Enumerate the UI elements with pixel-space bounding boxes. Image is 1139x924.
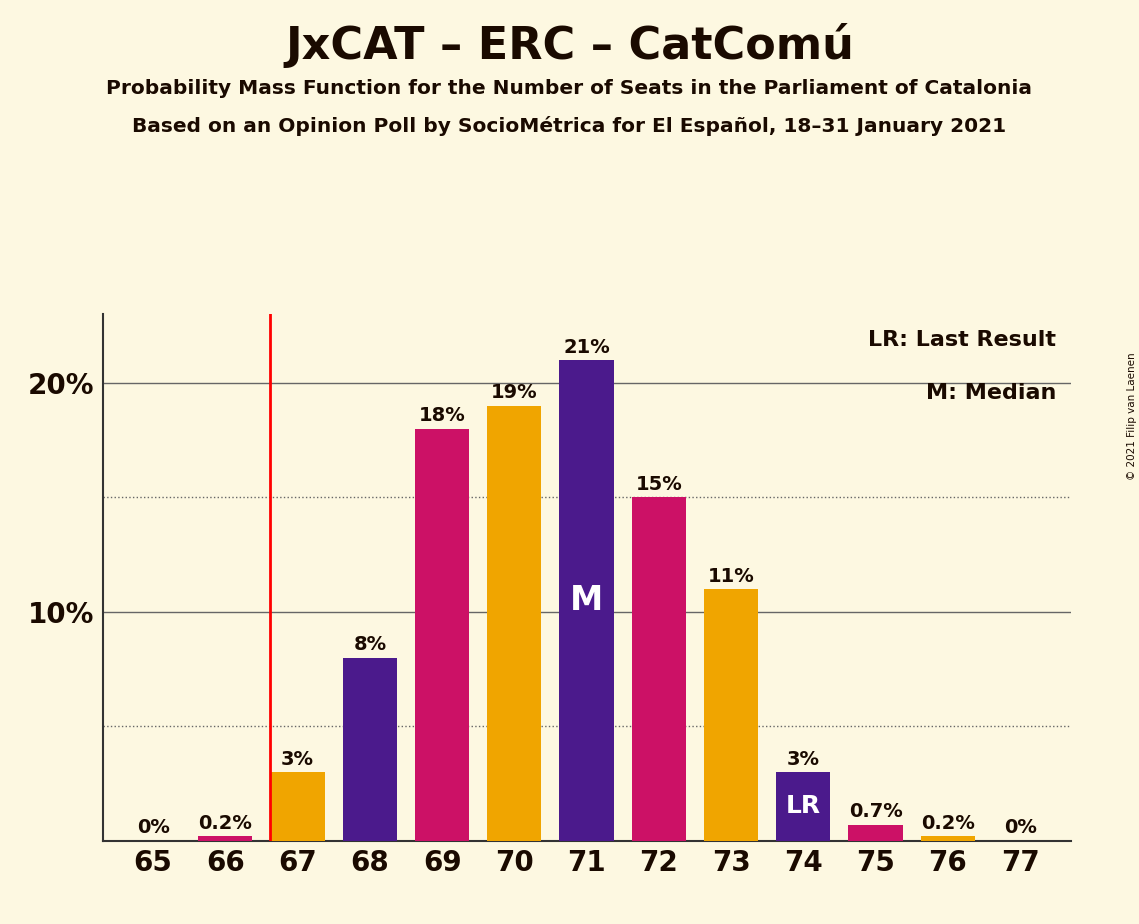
Text: 18%: 18% xyxy=(419,407,466,425)
Text: 8%: 8% xyxy=(353,635,386,654)
Text: LR: Last Result: LR: Last Result xyxy=(868,330,1056,350)
Text: M: Median: M: Median xyxy=(926,383,1056,403)
Text: 0%: 0% xyxy=(1003,819,1036,837)
Text: © 2021 Filip van Laenen: © 2021 Filip van Laenen xyxy=(1126,352,1137,480)
Bar xyxy=(559,360,614,841)
Bar xyxy=(270,772,325,841)
Bar xyxy=(704,589,759,841)
Text: 3%: 3% xyxy=(787,749,820,769)
Bar xyxy=(849,825,903,841)
Text: 21%: 21% xyxy=(563,337,611,357)
Bar xyxy=(487,406,541,841)
Text: 0.2%: 0.2% xyxy=(921,814,975,833)
Text: 15%: 15% xyxy=(636,475,682,494)
Bar xyxy=(632,497,686,841)
Text: 11%: 11% xyxy=(707,566,754,586)
Bar xyxy=(198,836,253,841)
Text: 0%: 0% xyxy=(137,819,170,837)
Bar xyxy=(777,772,830,841)
Text: 0.2%: 0.2% xyxy=(198,814,252,833)
Bar xyxy=(920,836,975,841)
Text: JxCAT – ERC – CatComú: JxCAT – ERC – CatComú xyxy=(285,23,854,68)
Text: Based on an Opinion Poll by SocioMétrica for El Español, 18–31 January 2021: Based on an Opinion Poll by SocioMétrica… xyxy=(132,116,1007,136)
Text: Probability Mass Function for the Number of Seats in the Parliament of Catalonia: Probability Mass Function for the Number… xyxy=(107,79,1032,98)
Text: 0.7%: 0.7% xyxy=(849,802,902,821)
Bar xyxy=(415,429,469,841)
Text: M: M xyxy=(570,584,604,617)
Text: 19%: 19% xyxy=(491,383,538,402)
Text: 3%: 3% xyxy=(281,749,314,769)
Bar xyxy=(343,658,396,841)
Text: LR: LR xyxy=(786,795,821,819)
